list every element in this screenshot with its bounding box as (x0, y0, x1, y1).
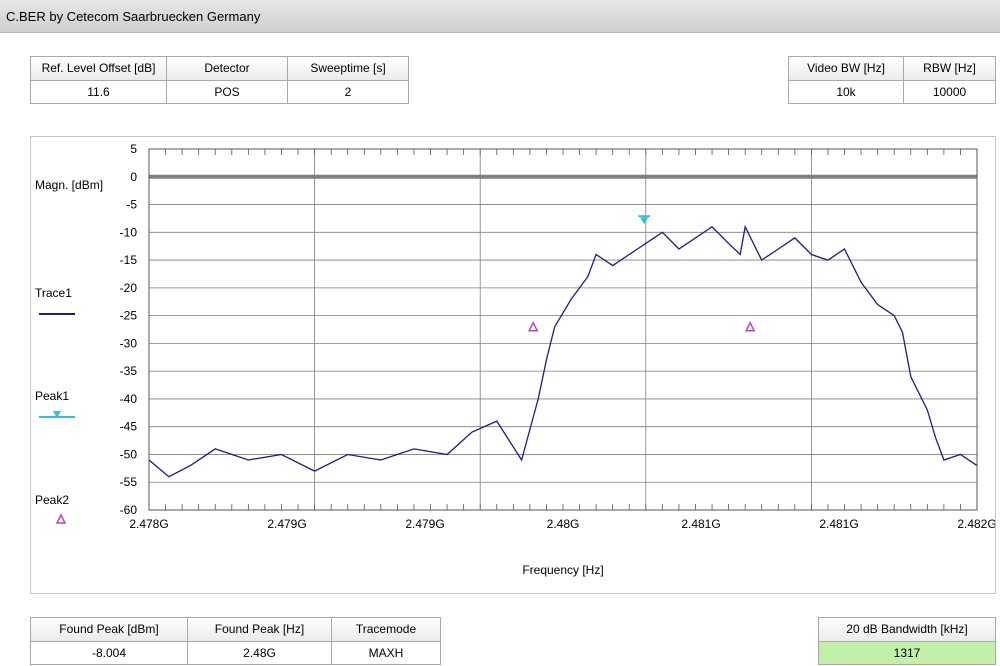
x-ticks: 2.478G 2.479G 2.479G 2.48G 2.481G 2.481G 2.482… (129, 517, 995, 531)
y-tick-label: -35 (120, 364, 138, 378)
video-bw-label: Video BW [Hz] (789, 57, 903, 81)
ref-level-offset-value: 11.6 (87, 85, 110, 99)
y-tick-label: -30 (120, 336, 138, 350)
y-ticks: 5 0 -5 -10 -15 -20 -25 -30 -35 -40 -45 -50 -55 -60 (120, 142, 138, 517)
legend-peak1-marker (53, 411, 61, 418)
video-bw-value: 10k (836, 85, 856, 99)
ref-level-offset-cell: Ref. Level Offset [dB] 11.6 (30, 56, 167, 104)
legend: Trace1 Peak1 Peak2 (35, 286, 75, 524)
y-tick-label: -40 (120, 392, 138, 406)
y-tick-label: -20 (120, 281, 138, 295)
x-tick-label: 2.479G (405, 517, 444, 531)
x-tick-label: 2.481G (681, 517, 720, 531)
y-tick-label: -5 (126, 198, 137, 212)
found-peak-hz-value: 2.48G (243, 646, 276, 660)
tracemode-label: Tracemode (332, 618, 440, 642)
legend-label: Peak1 (35, 389, 69, 403)
tracemode-value: MAXH (368, 646, 404, 660)
y-tick-label: -10 (120, 225, 138, 239)
title-bar: C.BER by Cetecom Saarbruecken Germany (0, 0, 1000, 33)
sweeptime-cell: Sweeptime [s] 2 (287, 56, 409, 104)
found-peak-hz-label: Found Peak [Hz] (188, 618, 331, 642)
ref-level-offset-label: Ref. Level Offset [dB] (31, 57, 166, 81)
y-axis-label: Magn. [dBm] (35, 178, 103, 192)
x-tick-label: 2.478G (129, 517, 168, 531)
found-peak-dbm-cell: Found Peak [dBm] -8.004 (30, 617, 188, 665)
x-axis-label: Frequency [Hz] (522, 563, 603, 577)
bandwidth-20db-value: 1317 (819, 642, 995, 664)
y-tick-label: -15 (120, 253, 138, 267)
y-tick-label: -45 (120, 420, 138, 434)
plot-frame (148, 148, 978, 511)
legend-label: Peak2 (35, 493, 69, 507)
sweeptime-label: Sweeptime [s] (288, 57, 408, 81)
spectrum-chart: 5 0 -5 -10 -15 -20 -25 -30 -35 -40 -45 -50 -55 -60 2.… (35, 142, 995, 577)
y-tick-label: 5 (130, 142, 137, 156)
legend-label: Trace1 (35, 286, 72, 300)
bandwidth-20db-cell: 20 dB Bandwidth [kHz] 1317 (818, 617, 996, 665)
rbw-value: 10000 (932, 85, 967, 99)
x-tick-label: 2.479G (267, 517, 306, 531)
trace1-line (148, 224, 978, 478)
spectrum-panel: 5 0 -5 -10 -15 -20 -25 -30 -35 -40 -45 -50 -55 -60 2.… (30, 136, 996, 594)
peak-markers (527, 215, 756, 332)
sweeptime-value: 2 (344, 85, 352, 99)
peak1-marker (640, 217, 649, 225)
legend-peak2-marker (55, 513, 67, 524)
y-tick-label: -60 (120, 503, 138, 517)
y-tick-label: -55 (120, 475, 138, 489)
found-peak-dbm-label: Found Peak [dBm] (31, 618, 187, 642)
bandwidth-20db-label: 20 dB Bandwidth [kHz] (819, 618, 995, 642)
detector-value: POS (214, 85, 240, 99)
found-peak-dbm-value: -8.004 (91, 646, 127, 660)
x-tick-label: 2.481G (819, 517, 858, 531)
detector-label: Detector (167, 57, 287, 81)
peak2-marker (527, 321, 539, 332)
tracemode-cell: Tracemode MAXH (331, 617, 441, 665)
y-tick-label: -25 (120, 309, 138, 323)
found-peak-hz-cell: Found Peak [Hz] 2.48G (187, 617, 332, 665)
window-title: C.BER by Cetecom Saarbruecken Germany (6, 9, 261, 24)
peak2-marker (744, 321, 756, 332)
x-tick-label: 2.48G (547, 517, 580, 531)
rbw-label: RBW [Hz] (904, 57, 995, 81)
video-bw-cell: Video BW [Hz] 10k (788, 56, 904, 104)
y-tick-label: 0 (130, 170, 137, 184)
detector-cell: Detector POS (166, 56, 288, 104)
y-tick-label: -50 (120, 447, 138, 461)
rbw-cell: RBW [Hz] 10000 (903, 56, 996, 104)
x-tick-label: 2.482G (957, 517, 995, 531)
